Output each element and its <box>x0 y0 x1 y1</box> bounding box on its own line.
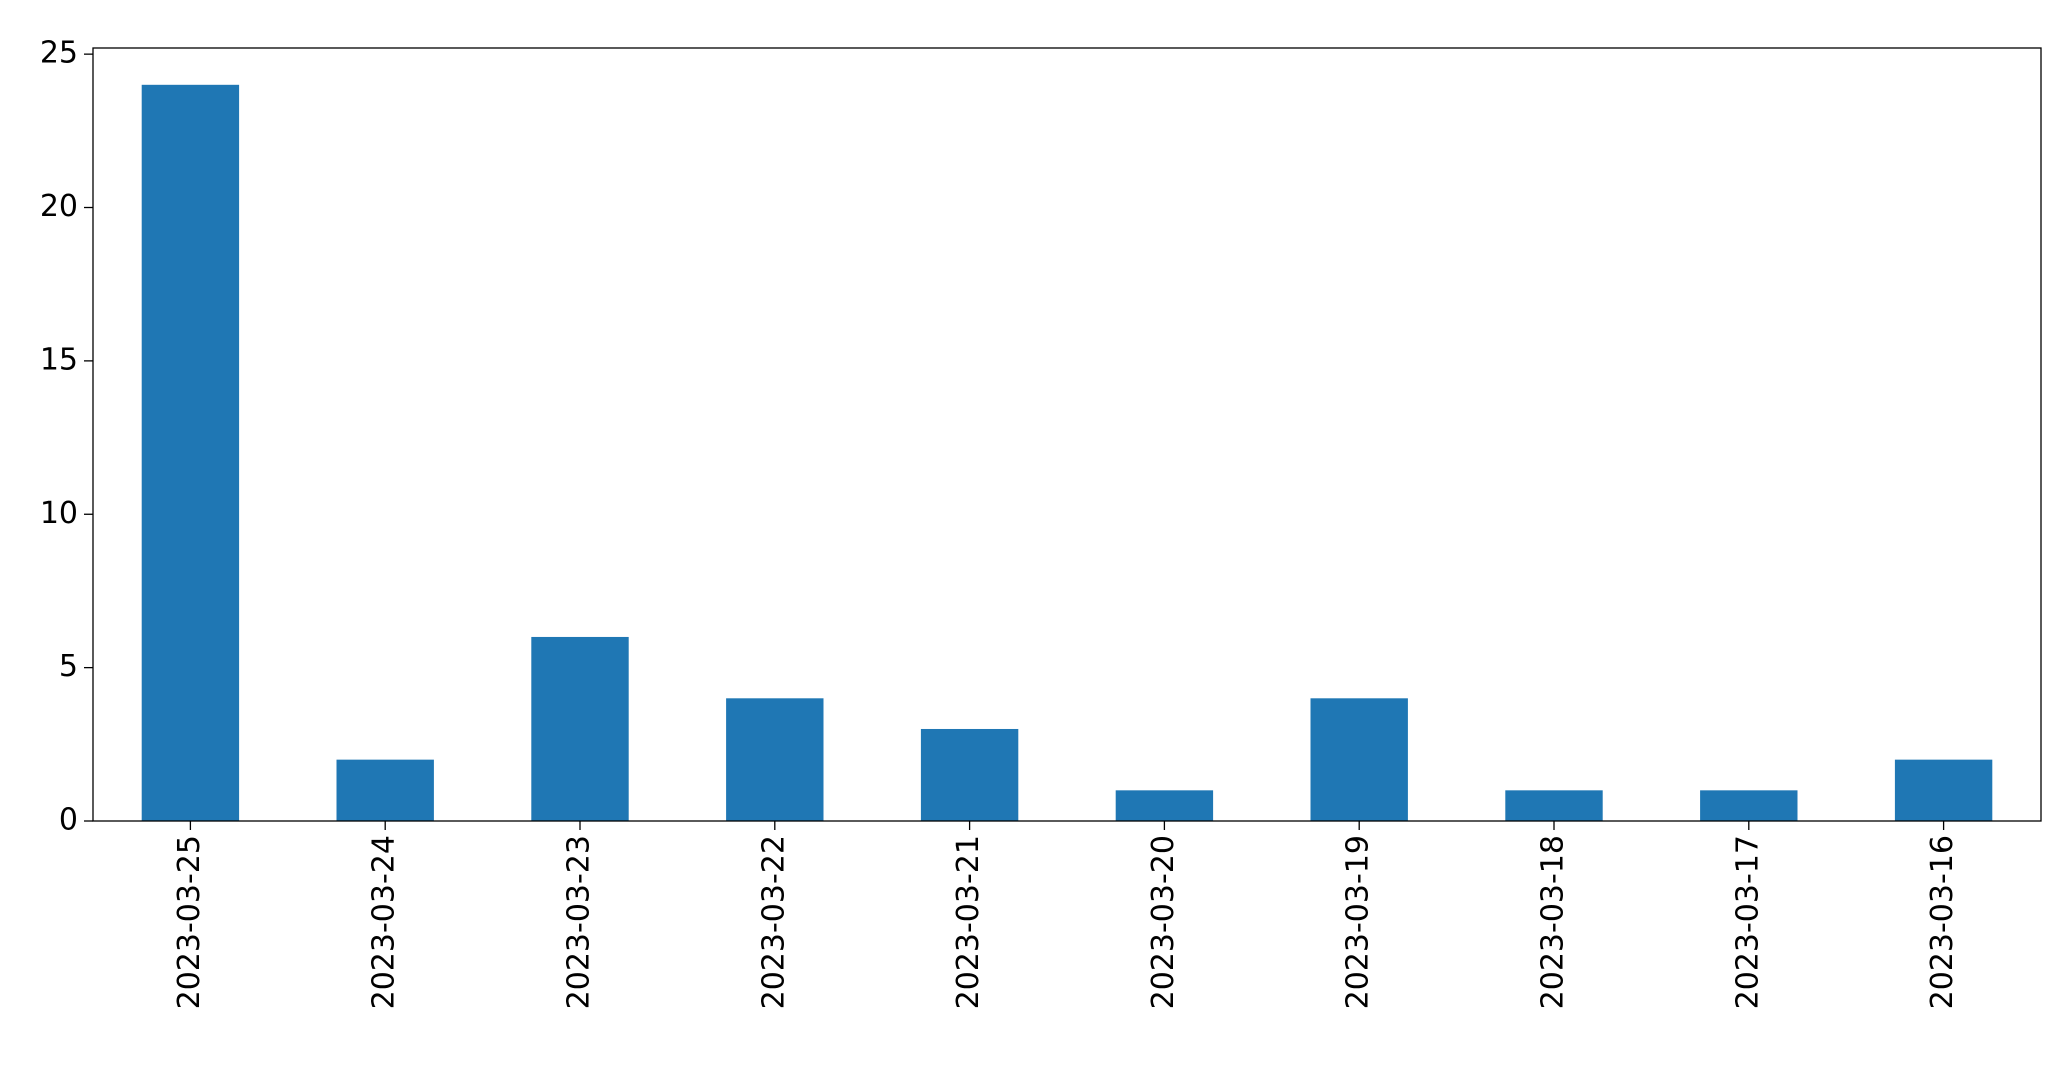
y-tick-label: 0 <box>59 803 78 838</box>
x-tick-label: 2023-03-23 <box>562 835 597 1009</box>
x-tick-label: 2023-03-25 <box>172 835 207 1009</box>
bar <box>336 759 434 821</box>
bar <box>1310 698 1408 821</box>
bar <box>920 728 1019 821</box>
x-tick-label: 2023-03-19 <box>1341 835 1376 1009</box>
x-tick-label: 2023-03-22 <box>756 835 791 1009</box>
bar <box>531 636 629 821</box>
y-tick-label: 10 <box>40 496 78 531</box>
x-tick-label: 2023-03-18 <box>1536 835 1571 1009</box>
y-tick-label: 20 <box>40 189 78 224</box>
x-tick-label: 2023-03-20 <box>1146 835 1181 1009</box>
y-tick-label: 15 <box>40 342 78 377</box>
bar <box>1505 790 1603 821</box>
y-tick-label: 25 <box>40 36 78 71</box>
bar <box>141 84 240 822</box>
bar <box>1894 759 1993 821</box>
x-tick-label: 2023-03-16 <box>1925 835 1960 1009</box>
plot-frame <box>92 47 2042 822</box>
x-tick-label: 2023-03-21 <box>951 835 986 1009</box>
bar <box>1700 790 1798 821</box>
y-tick-label: 5 <box>59 649 78 684</box>
x-tick-label: 2023-03-24 <box>367 835 402 1009</box>
bar <box>726 698 824 821</box>
bar <box>1115 790 1214 821</box>
x-tick-label: 2023-03-17 <box>1730 835 1765 1009</box>
